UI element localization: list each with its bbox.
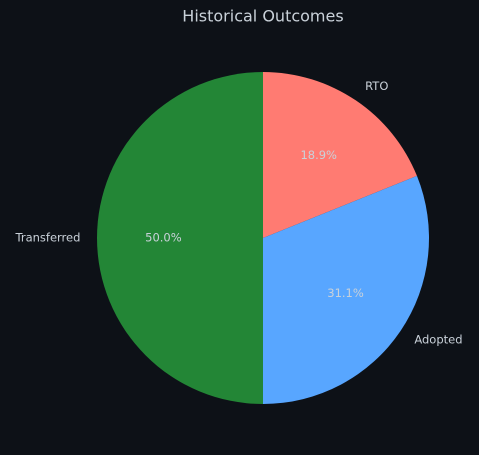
pie-slice [97,72,263,404]
pie-slice [263,72,417,238]
value-label: 50.0% [145,231,182,245]
slice-label: RTO [365,79,388,93]
slice-label: Adopted [414,333,462,347]
chart-title: Historical Outcomes [182,7,343,26]
pie-slice [263,175,429,404]
slice-label: Transferred [15,231,81,245]
value-label: 31.1% [327,286,364,300]
value-label: 18.9% [300,148,337,162]
